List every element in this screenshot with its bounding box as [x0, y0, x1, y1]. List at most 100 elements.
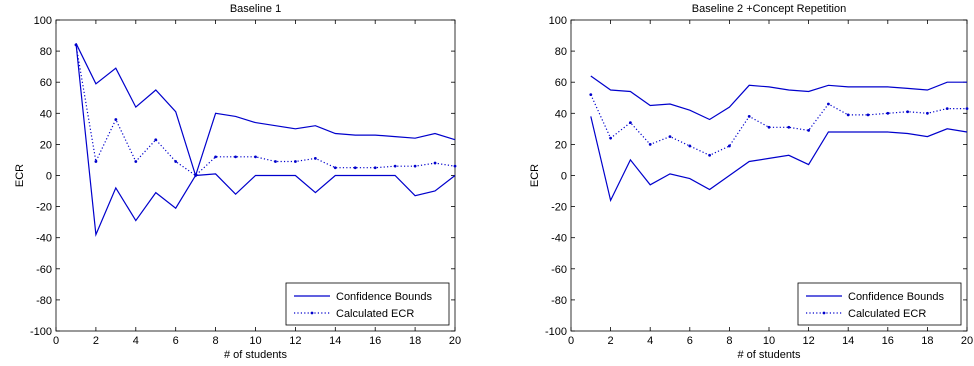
data-point-calculated-ecr [393, 164, 397, 168]
data-point-calculated-ecr [728, 144, 731, 148]
y-tick-label: -80 [551, 295, 567, 307]
x-axis-label: # of students [224, 349, 287, 361]
data-point-calculated-ecr [234, 155, 237, 159]
series-line-upper [590, 75, 967, 121]
y-tick-label: 80 [40, 46, 52, 58]
data-point-calculated-ecr [214, 155, 218, 159]
data-point-calculated-ecr [453, 164, 457, 168]
data-point-calculated-ecr [708, 153, 711, 157]
series-line-mean [590, 94, 967, 156]
data-point-calculated-ecr [74, 43, 78, 47]
data-point-calculated-ecr [886, 111, 890, 115]
x-tick-label: 20 [961, 335, 973, 347]
y-tick-label: 40 [40, 108, 52, 120]
legend-entry-calculated-ecr: Calculated ECR [336, 308, 414, 320]
x-tick-label: 6 [687, 335, 693, 347]
y-tick-label: 60 [555, 77, 567, 89]
series-line-upper [75, 43, 456, 178]
data-point-calculated-ecr [174, 160, 178, 163]
x-tick-label: 4 [647, 335, 653, 347]
data-point-calculated-ecr [866, 113, 870, 117]
y-axis-label: ECR [14, 164, 26, 187]
data-point-calculated-ecr [134, 160, 138, 163]
legend-box [285, 282, 450, 326]
y-tick-label: -40 [36, 233, 52, 245]
data-point-calculated-ecr [668, 135, 672, 139]
x-tick-label: 2 [93, 335, 99, 347]
data-point-calculated-ecr [114, 118, 118, 121]
y-tick-label: -20 [36, 202, 52, 214]
data-point-calculated-ecr [274, 160, 277, 163]
y-tick-label: 100 [34, 15, 52, 27]
x-tick-label: 4 [133, 335, 139, 347]
x-tick-label: 0 [53, 335, 59, 347]
y-tick-label: 20 [555, 139, 567, 151]
data-point-calculated-ecr [294, 160, 297, 163]
x-tick-label: 6 [173, 335, 179, 347]
legend-box [797, 282, 962, 326]
data-point-calculated-ecr [353, 166, 357, 170]
y-tick-label: 100 [549, 15, 567, 27]
x-tick-label: 18 [409, 335, 421, 347]
data-point-calculated-ecr [827, 102, 830, 106]
data-point-calculated-ecr [94, 160, 98, 163]
series-line-mean [75, 44, 456, 177]
x-tick-label: 12 [289, 335, 301, 347]
data-point-calculated-ecr [333, 166, 337, 170]
data-point-calculated-ecr [629, 121, 632, 125]
y-tick-label: -80 [36, 295, 52, 307]
y-tick-label: 20 [40, 139, 52, 151]
data-point-calculated-ecr [648, 143, 652, 146]
x-tick-label: 16 [882, 335, 894, 347]
x-tick-label: 18 [921, 335, 933, 347]
chart-legend: Confidence Bounds Calculated ECR [285, 282, 450, 326]
y-tick-label: 40 [555, 108, 567, 120]
y-tick-label: -60 [36, 264, 52, 276]
data-point-calculated-ecr [747, 115, 751, 118]
x-axis-label: # of students [738, 349, 801, 361]
x-tick-label: 10 [763, 335, 775, 347]
y-tick-label: 80 [555, 46, 567, 58]
y-tick-label: 60 [40, 77, 52, 89]
data-point-calculated-ecr [945, 107, 949, 111]
legend-entry-confidence-bounds: Confidence Bounds [336, 291, 433, 303]
data-point-calculated-ecr [433, 161, 437, 165]
data-point-calculated-ecr [589, 93, 593, 97]
x-tick-label: 8 [213, 335, 219, 347]
data-point-calculated-ecr [373, 166, 377, 170]
series-line-lower [590, 116, 968, 203]
y-tick-label: 0 [561, 171, 567, 183]
x-tick-label: 0 [568, 335, 574, 347]
y-tick-label: -100 [30, 326, 52, 338]
data-point-calculated-ecr [807, 129, 810, 132]
y-tick-label: -60 [551, 264, 567, 276]
y-tick-label: 0 [46, 171, 52, 183]
data-point-calculated-ecr [787, 125, 791, 129]
x-tick-label: 14 [842, 335, 854, 347]
data-point-calculated-ecr [767, 125, 771, 129]
chart-panel-baseline-1: Baseline 1 # of students ECR Confidence … [14, 3, 461, 361]
y-tick-label: -40 [551, 233, 567, 245]
data-point-calculated-ecr [926, 111, 929, 115]
data-point-calculated-ecr [154, 138, 158, 142]
x-tick-label: 14 [329, 335, 341, 347]
x-tick-label: 20 [449, 335, 461, 347]
y-tick-label: -20 [551, 202, 567, 214]
data-point-calculated-ecr [688, 144, 692, 148]
data-point-calculated-ecr [609, 136, 612, 140]
legend-marker-calculated-ecr [822, 311, 826, 315]
x-tick-label: 12 [802, 335, 814, 347]
data-point-calculated-ecr [965, 107, 969, 111]
chart-title: Baseline 1 [230, 3, 281, 15]
data-point-calculated-ecr [313, 156, 317, 160]
x-tick-label: 16 [369, 335, 381, 347]
chart-legend: Confidence Bounds Calculated ECR [797, 282, 962, 326]
data-point-calculated-ecr [846, 113, 850, 117]
x-tick-label: 10 [249, 335, 261, 347]
legend-entry-calculated-ecr: Calculated ECR [848, 308, 926, 320]
chart-panel-baseline-2-concept-repetition: Baseline 2 +Concept Repetition # of stud… [529, 3, 973, 361]
y-axis-label: ECR [529, 164, 541, 187]
data-point-calculated-ecr [194, 174, 198, 177]
data-point-calculated-ecr [413, 164, 417, 168]
